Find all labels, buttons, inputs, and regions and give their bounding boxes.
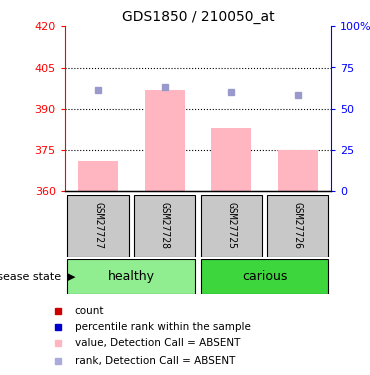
Text: GSM27725: GSM27725 (226, 202, 236, 249)
Text: carious: carious (242, 270, 287, 283)
Bar (267, 195, 329, 257)
Text: GSM27726: GSM27726 (293, 202, 303, 249)
Text: rank, Detection Call = ABSENT: rank, Detection Call = ABSENT (75, 356, 235, 366)
Text: percentile rank within the sample: percentile rank within the sample (75, 322, 250, 332)
Text: value, Detection Call = ABSENT: value, Detection Call = ABSENT (75, 339, 240, 348)
Text: GSM27728: GSM27728 (159, 202, 170, 249)
Text: GSM27727: GSM27727 (93, 202, 103, 249)
Bar (211, 128, 251, 191)
Bar (78, 161, 118, 191)
Bar (145, 90, 185, 191)
Text: healthy: healthy (108, 270, 155, 283)
Text: ▶: ▶ (67, 272, 75, 282)
Bar (201, 259, 329, 294)
Bar (278, 150, 318, 191)
Title: GDS1850 / 210050_at: GDS1850 / 210050_at (122, 10, 274, 24)
Bar (134, 195, 195, 257)
Text: count: count (75, 306, 104, 316)
Text: disease state: disease state (0, 272, 61, 282)
Bar (67, 259, 195, 294)
Bar (67, 195, 129, 257)
Bar (201, 195, 262, 257)
